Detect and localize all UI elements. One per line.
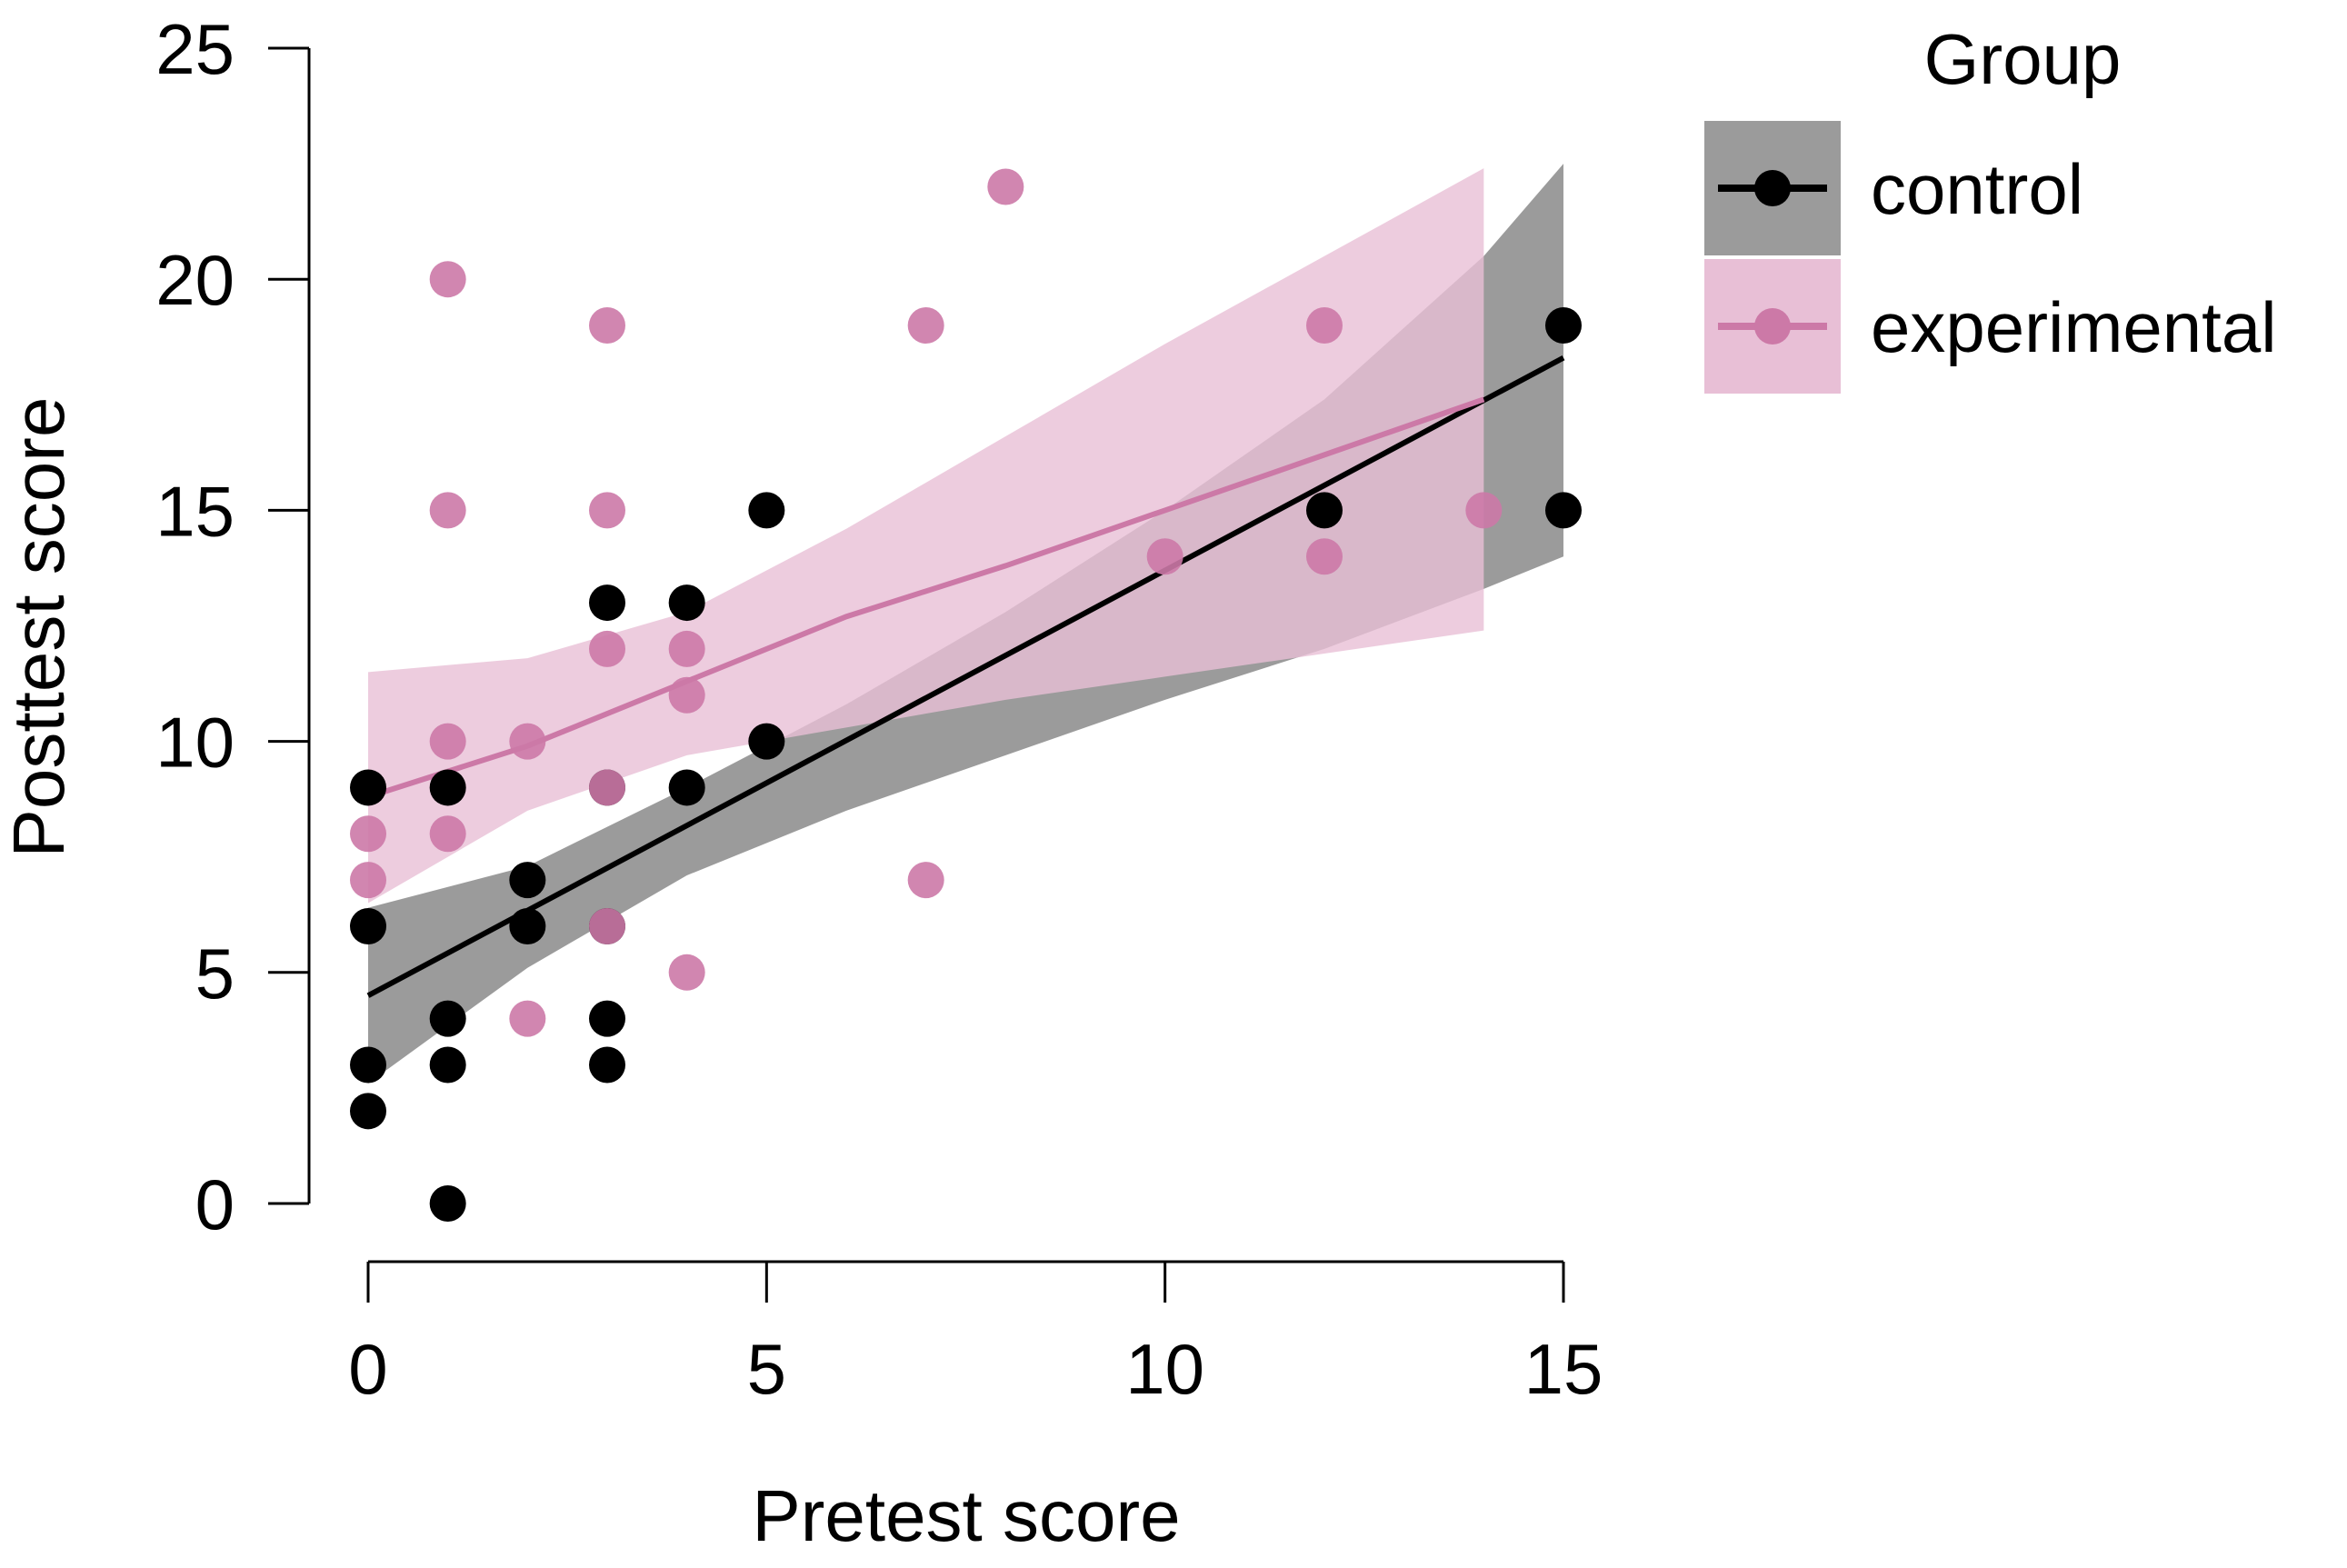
data-point-experimental — [589, 907, 625, 944]
data-point-experimental — [589, 630, 625, 667]
confidence-bands — [368, 164, 1563, 1084]
axes: 0 5 10 15 20 25 0 5 10 15 — [155, 9, 1603, 1409]
x-tick-label: 10 — [1125, 1329, 1204, 1409]
y-tick-label: 25 — [155, 9, 235, 89]
data-point-control — [1306, 492, 1343, 529]
data-point-experimental — [429, 492, 466, 529]
data-point-control — [589, 1046, 625, 1084]
x-tick-label: 0 — [348, 1329, 387, 1409]
y-tick-label: 10 — [155, 703, 235, 783]
y-tick-label: 15 — [155, 471, 235, 551]
legend-swatch-control-point — [1754, 170, 1791, 206]
data-point-control — [350, 1093, 386, 1130]
y-ticks: 0 5 10 15 20 25 — [155, 9, 309, 1244]
x-axis-title: Pretest score — [752, 1475, 1180, 1556]
data-point-experimental — [589, 492, 625, 529]
fit-line-control — [366, 355, 1565, 998]
y-tick-label: 0 — [195, 1164, 235, 1244]
data-point-control — [1545, 307, 1582, 345]
legend-label-control: control — [1871, 149, 2083, 229]
legend-title: Group — [1924, 19, 2122, 99]
data-point-experimental — [589, 307, 625, 345]
confidence-band-experimental — [368, 168, 1484, 904]
data-point-control — [429, 1000, 466, 1037]
data-point-experimental — [429, 261, 466, 298]
data-point-control — [350, 907, 386, 944]
fit-line-experimental — [367, 396, 1485, 800]
y-tick-label: 20 — [155, 240, 235, 320]
data-point-control — [429, 1185, 466, 1222]
data-point-control — [509, 862, 546, 899]
data-point-control — [429, 769, 466, 806]
data-point-control — [589, 1000, 625, 1037]
data-point-control — [429, 1046, 466, 1084]
data-point-control — [350, 769, 386, 806]
data-point-control — [350, 1046, 386, 1084]
data-point-control — [748, 723, 785, 760]
data-point-control — [668, 769, 705, 806]
data-point-experimental — [1465, 492, 1503, 529]
data-point-experimental — [589, 769, 625, 806]
data-point-experimental — [429, 815, 466, 853]
data-point-experimental — [1146, 538, 1183, 575]
data-point-control — [668, 584, 705, 622]
legend: Group control experimental — [1704, 19, 2277, 394]
legend-swatch-experimental-point — [1754, 308, 1791, 345]
y-axis-title: Posttest score — [0, 397, 79, 858]
x-tick-label: 5 — [747, 1329, 786, 1409]
data-point-experimental — [509, 723, 546, 760]
data-point-control — [589, 584, 625, 622]
data-point-experimental — [1306, 538, 1343, 575]
data-point-experimental — [668, 954, 705, 991]
data-point-experimental — [1306, 307, 1343, 345]
data-points — [350, 168, 1582, 1222]
data-point-experimental — [350, 862, 386, 899]
y-tick-label: 5 — [195, 934, 235, 1014]
confidence-band-control — [368, 164, 1563, 1084]
data-point-experimental — [509, 1000, 546, 1037]
x-ticks: 0 5 10 15 — [348, 1262, 1603, 1409]
data-point-experimental — [987, 168, 1024, 205]
x-tick-label: 15 — [1524, 1329, 1603, 1409]
data-point-experimental — [350, 815, 386, 853]
data-point-experimental — [907, 307, 944, 345]
data-point-control — [748, 492, 785, 529]
data-point-experimental — [668, 676, 705, 714]
legend-label-experimental: experimental — [1871, 287, 2277, 367]
fit-lines — [366, 355, 1565, 998]
data-point-experimental — [907, 862, 944, 899]
data-point-experimental — [429, 723, 466, 760]
data-point-control — [509, 907, 546, 944]
data-point-control — [1545, 492, 1582, 529]
data-point-experimental — [668, 630, 705, 667]
